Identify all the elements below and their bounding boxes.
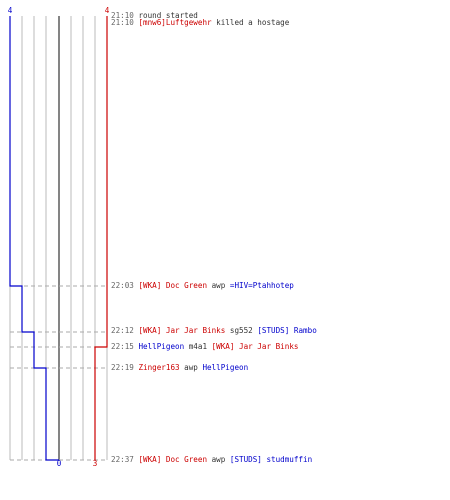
event-time: 22:12 xyxy=(111,326,138,335)
event-time: 21:10 xyxy=(111,18,138,27)
event-row: 21:10 round started xyxy=(111,11,198,20)
event-time: 22:19 xyxy=(111,363,138,372)
event-row: 22:19 Zinger163 awp HellPigeon xyxy=(111,363,248,372)
player-name: =HIV=Ptahhotep xyxy=(230,281,294,290)
event-time: 21:10 xyxy=(111,11,138,20)
player-name: HellPigeon xyxy=(138,342,184,351)
blue-end-count: 0 xyxy=(57,459,62,468)
event-row: 21:10 [mnw6]Luftgewehr killed a hostage xyxy=(111,18,290,27)
event-row: 22:12 [WKA] Jar Jar Binks sg552 [STUDS] … xyxy=(111,326,317,335)
event-row: 22:37 [WKA] Doc Green awp [STUDS] studmu… xyxy=(111,455,312,464)
event-time: 22:03 xyxy=(111,281,138,290)
red-start-count: 4 xyxy=(105,6,110,15)
player-name: [WKA] Jar Jar Binks xyxy=(212,342,299,351)
red-end-count: 3 xyxy=(93,459,98,468)
player-name: HellPigeon xyxy=(202,363,248,372)
event-action: round started xyxy=(138,11,197,20)
player-name: [WKA] Doc Green xyxy=(138,281,207,290)
player-name: [STUDS] studmuffin xyxy=(230,455,312,464)
event-action: awp xyxy=(207,455,230,464)
red-team-alive-line xyxy=(94,16,108,460)
event-action: sg552 xyxy=(225,326,257,335)
event-action: awp xyxy=(207,281,230,290)
event-row: 22:03 [WKA] Doc Green awp =HIV=Ptahhotep xyxy=(111,281,294,290)
player-name: [WKA] Jar Jar Binks xyxy=(138,326,225,335)
player-name: Zinger163 xyxy=(138,363,179,372)
player-name: [STUDS] Rambo xyxy=(257,326,317,335)
event-time: 22:15 xyxy=(111,342,138,351)
event-action: m4a1 xyxy=(184,342,211,351)
event-action: killed a hostage xyxy=(212,18,290,27)
player-name: [WKA] Doc Green xyxy=(138,455,207,464)
blue-start-count: 4 xyxy=(8,6,13,15)
event-action: awp xyxy=(180,363,203,372)
grid-lines xyxy=(9,16,108,460)
player-name: [mnw6]Luftgewehr xyxy=(138,18,212,27)
blue-team-alive-line xyxy=(9,16,59,461)
event-time: 22:37 xyxy=(111,455,138,464)
event-row: 22:15 HellPigeon m4a1 [WKA] Jar Jar Bink… xyxy=(111,342,298,351)
